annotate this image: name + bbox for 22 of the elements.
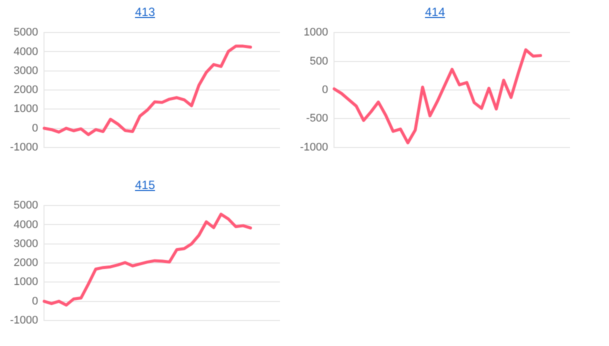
y-tick-label: 1000 <box>304 26 328 39</box>
y-tick-label: 3000 <box>14 238 38 250</box>
chart-title: 415 <box>134 177 156 193</box>
y-tick-label: 0 <box>322 84 328 96</box>
y-tick-label: 0 <box>32 122 38 134</box>
y-tick-label: 1000 <box>14 276 38 288</box>
y-tick-label: 5000 <box>14 200 38 212</box>
y-tick-label: -1000 <box>10 314 38 326</box>
y-tick-label: 2000 <box>14 257 38 270</box>
y-tick-label: -1000 <box>300 141 328 154</box>
y-tick-label: 3000 <box>14 64 38 77</box>
chart-title: 413 <box>134 4 156 20</box>
y-tick-label: 4000 <box>14 46 38 58</box>
y-tick-label: 500 <box>310 55 328 68</box>
y-tick-label: 5000 <box>14 26 38 39</box>
y-tick-label: 1000 <box>14 103 38 116</box>
y-tick-label: 4000 <box>14 218 38 231</box>
y-tick-label: -1000 <box>10 141 38 154</box>
y-tick-label: -500 <box>306 112 328 125</box>
y-tick-label: 2000 <box>14 84 38 96</box>
y-tick-label: 0 <box>32 295 38 308</box>
chart-title: 414 <box>424 4 446 20</box>
